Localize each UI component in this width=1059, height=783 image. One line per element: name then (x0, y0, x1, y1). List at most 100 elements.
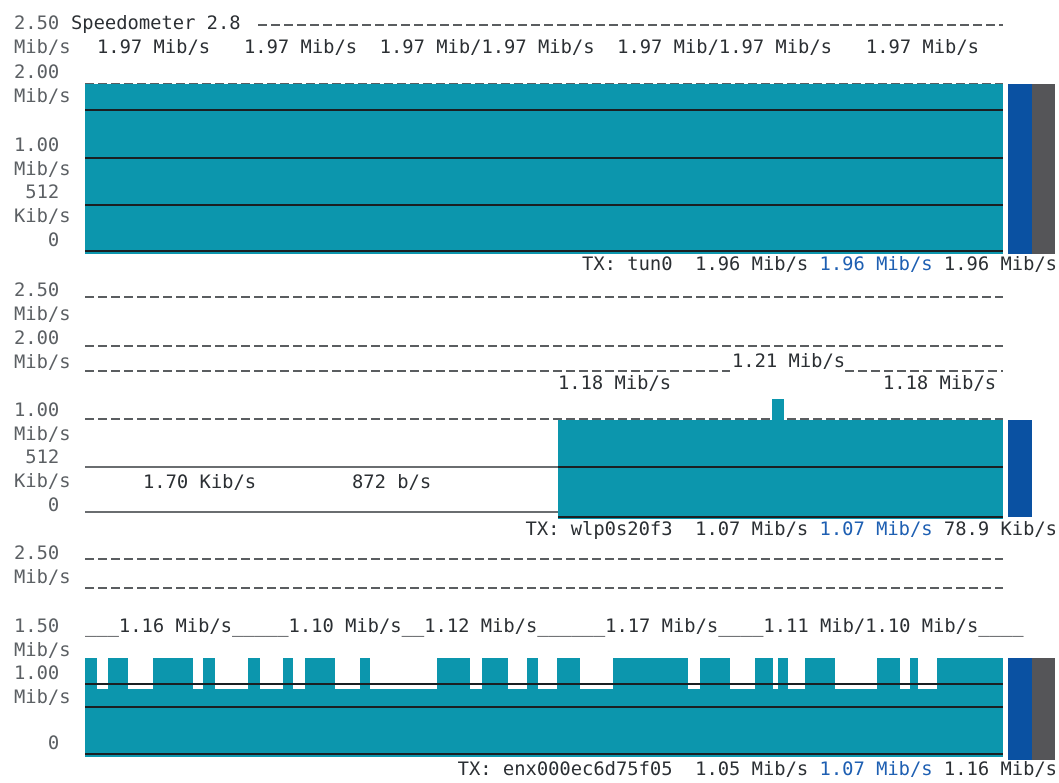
graph-fill-segment (153, 658, 193, 690)
graph-fill-segment (805, 658, 835, 690)
spacer (933, 759, 944, 780)
side-bar-gray (1032, 84, 1055, 254)
tx-interface-label: TX: wlp0s20f3 (525, 519, 673, 540)
gridline-dashed (845, 370, 1003, 372)
rate-label: 1.18 Mib/s (558, 373, 672, 394)
y-axis-label: Mib/s (14, 37, 71, 58)
rate-label: 1.70 Kib/s (143, 472, 257, 493)
graph-fill-segment (877, 658, 900, 690)
y-axis-label: 1.50 (14, 616, 60, 637)
gridline-dashed (85, 418, 1003, 420)
gridline-solid (85, 466, 1003, 468)
app-title: Speedometer 2.8 (71, 13, 241, 34)
graph-fill-segment (283, 658, 293, 690)
graph-fill (558, 420, 1003, 519)
rate-label: 1.21 Mib/s (732, 351, 846, 372)
y-axis-label: 2.00 (14, 328, 60, 349)
graph-fill-segment (527, 658, 538, 690)
gridline-dashed (85, 558, 1003, 560)
gridline-dashed (258, 24, 1003, 26)
y-axis-label: 2.50 (14, 543, 60, 564)
graph-fill-segment (437, 658, 470, 690)
graph-fill-segment (937, 658, 1003, 690)
rate-label: 872 b/s (352, 472, 432, 493)
gridline-black (85, 683, 1003, 685)
y-axis-label: 1.00 (14, 400, 60, 421)
tx-rate-value: 1.07 Mib/s (819, 519, 933, 540)
y-axis-label: Mib/s (14, 687, 71, 708)
y-axis-label: 0 (14, 733, 60, 754)
gridline-dashed (85, 370, 730, 372)
y-axis-label: Mib/s (14, 159, 71, 180)
gridline-black (85, 753, 1003, 755)
side-bar-gray (1032, 658, 1055, 760)
rate-labels: ___1.16 Mib/s_____1.10 Mib/s__1.12 Mib/s… (85, 616, 1024, 637)
tx-status-row: TX: tun0 1.96 Mib/s 1.96 Mib/s 1.96 Mib/… (582, 255, 1057, 275)
y-axis-label: 1.00 (14, 663, 60, 684)
graph-fill-segment (203, 658, 215, 690)
tx-rate-value: 1.96 Mib/s (695, 254, 809, 275)
side-bar-blue (1008, 658, 1032, 760)
tx-rate-value: 1.16 Mib/s (943, 759, 1057, 780)
tx-rate-value: 1.96 Mib/s (819, 254, 933, 275)
gridline-dashed (85, 296, 1003, 298)
graph-fill-segment (778, 658, 788, 690)
tx-rate-value: 1.96 Mib/s (943, 254, 1057, 275)
y-axis-label: Mib/s (14, 640, 71, 661)
rate-label: 1.18 Mib/s (883, 373, 997, 394)
graph-spike (772, 399, 784, 421)
y-axis-label: Kib/s (14, 206, 71, 227)
y-axis-label: Mib/s (14, 424, 71, 445)
gridline-dashed (85, 587, 1003, 589)
graph-fill-segment (108, 658, 128, 690)
y-axis-label: 2.50 (14, 280, 60, 301)
graph-fill (85, 84, 1003, 254)
graph-fill-segment (85, 658, 97, 690)
tx-status-row: TX: enx000ec6d75f05 1.05 Mib/s 1.07 Mib/… (458, 760, 1057, 780)
y-axis-label: 1.00 (14, 135, 60, 156)
y-axis-label: 0 (14, 230, 60, 251)
y-axis-label: Mib/s (14, 352, 71, 373)
tx-interface-label: TX: enx000ec6d75f05 (457, 759, 673, 780)
y-axis-label: 512 (14, 182, 60, 203)
gridline-solid (85, 511, 1003, 513)
graph-fill-segment (755, 658, 773, 690)
graph-fill-segment (482, 658, 508, 690)
y-axis-label: Mib/s (14, 304, 71, 325)
gridline-black (558, 516, 1003, 518)
gridline-black (85, 706, 1003, 708)
y-axis-label: 2.00 (14, 62, 60, 83)
graph-fill-segment (613, 658, 688, 690)
tx-rate-value: 1.07 Mib/s (819, 759, 933, 780)
gridline-black (85, 250, 1003, 252)
graph-fill-segment (557, 658, 580, 690)
gridline-dashed (85, 345, 1003, 347)
y-axis-label: Mib/s (14, 86, 71, 107)
tx-rate-value: 1.07 Mib/s (695, 519, 809, 540)
spacer (673, 759, 696, 780)
y-axis-label: Kib/s (14, 471, 71, 492)
graph-fill-segment (305, 658, 335, 690)
side-bar-blue (1008, 84, 1032, 254)
graph-fill-segment (910, 658, 918, 690)
tx-rate-value: 1.05 Mib/s (695, 759, 809, 780)
y-axis-label: 0 (14, 495, 60, 516)
gridline-black (558, 466, 1003, 468)
tx-interface-label: TX: tun0 (582, 254, 673, 275)
graph-fill-segment (248, 658, 260, 690)
side-bar-blue (1008, 420, 1032, 517)
y-axis-label: 2.50 (14, 13, 60, 34)
graph-fill-segment (700, 658, 730, 690)
tx-rate-value: 78.9 Kib/s (943, 519, 1057, 540)
gridline-black (85, 204, 1003, 206)
gridline-black (85, 109, 1003, 111)
rate-labels: 1.97 Mib/s 1.97 Mib/s 1.97 Mib/1.97 Mib/… (97, 37, 979, 58)
y-axis-label: 512 (14, 447, 60, 468)
graph-fill (85, 689, 1003, 757)
graph-fill-segment (360, 658, 370, 690)
tx-status-row: TX: wlp0s20f3 1.07 Mib/s 1.07 Mib/s 78.9… (526, 520, 1057, 540)
